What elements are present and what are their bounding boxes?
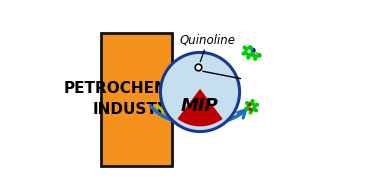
Circle shape (249, 111, 252, 114)
Text: Quinoline: Quinoline (179, 33, 235, 47)
Text: PETROCHEMICAL
INDUSTRY: PETROCHEMICAL INDUSTRY (64, 81, 208, 117)
Circle shape (251, 48, 255, 52)
Circle shape (251, 52, 254, 56)
Circle shape (161, 52, 240, 132)
Circle shape (251, 100, 254, 102)
Circle shape (254, 55, 257, 58)
Circle shape (251, 48, 255, 52)
Circle shape (246, 102, 248, 104)
Circle shape (247, 106, 250, 109)
Circle shape (245, 47, 248, 51)
Circle shape (243, 46, 246, 49)
Circle shape (254, 58, 256, 60)
Text: MIP: MIP (181, 97, 219, 115)
Circle shape (253, 107, 256, 111)
Circle shape (253, 54, 256, 57)
Circle shape (195, 64, 202, 71)
Circle shape (242, 52, 245, 55)
Circle shape (245, 107, 247, 110)
Circle shape (255, 109, 257, 112)
Circle shape (247, 103, 251, 106)
Circle shape (250, 47, 253, 50)
Circle shape (256, 103, 258, 106)
Circle shape (247, 56, 249, 59)
Circle shape (253, 104, 256, 107)
Circle shape (251, 52, 254, 56)
Circle shape (248, 46, 252, 49)
Wedge shape (177, 89, 223, 126)
Circle shape (258, 54, 261, 57)
Circle shape (247, 54, 250, 57)
Circle shape (249, 108, 253, 112)
Circle shape (251, 102, 254, 105)
Circle shape (249, 54, 252, 56)
Circle shape (244, 51, 247, 55)
FancyBboxPatch shape (101, 33, 172, 166)
